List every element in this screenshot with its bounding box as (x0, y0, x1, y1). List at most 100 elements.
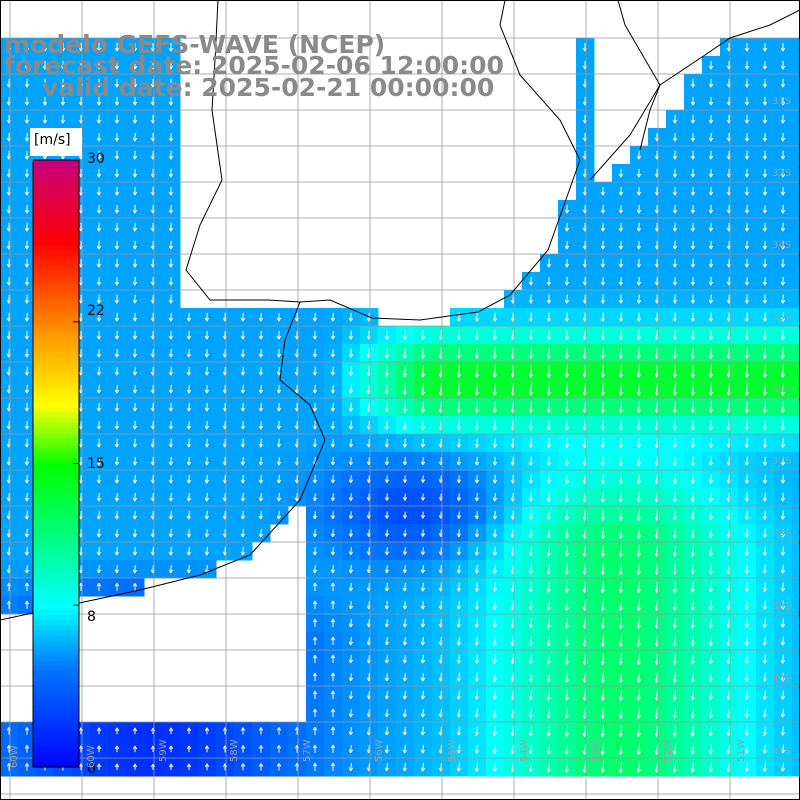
wind-arrow (420, 672, 425, 682)
wind-arrow (474, 690, 479, 700)
wind-arrow (132, 96, 138, 106)
wind-arrow (744, 762, 749, 772)
wind-arrow (636, 186, 642, 196)
wind-arrow (312, 529, 318, 538)
wind-arrow (384, 383, 389, 395)
wind-arrow (204, 330, 210, 340)
wind-arrow (132, 168, 138, 178)
wind-arrow (474, 312, 480, 322)
wind-arrow (744, 132, 750, 142)
colorbar-segment (33, 731, 79, 738)
wind-arrow (492, 672, 497, 682)
wind-arrow (636, 509, 641, 521)
wind-arrow (636, 491, 641, 503)
wind-arrow (546, 347, 551, 359)
wind-arrow (186, 348, 192, 358)
wind-arrow (546, 438, 551, 448)
wind-arrow (546, 364, 551, 378)
wind-arrow (708, 618, 713, 629)
lat-label-39s: 39S (772, 601, 792, 612)
wind-arrow (312, 384, 318, 394)
wind-arrow (546, 401, 551, 413)
wind-arrow (96, 96, 102, 106)
wind-arrow (780, 636, 785, 646)
wind-arrow (24, 438, 30, 448)
wind-arrow (672, 258, 678, 268)
colorbar-segment (33, 402, 79, 409)
wind-arrow (474, 600, 479, 610)
wind-arrow (618, 527, 623, 539)
wind-arrow (402, 365, 407, 377)
wind-arrow (204, 546, 210, 556)
wind-arrow (240, 330, 246, 340)
wind-arrow (474, 744, 479, 754)
wind-arrow (600, 312, 606, 322)
colorbar-segment (33, 549, 79, 556)
wind-arrow (546, 599, 551, 611)
wind-arrow (618, 599, 623, 611)
wind-arrow (780, 96, 786, 106)
wind-arrow (672, 527, 677, 539)
wind-arrow (168, 186, 174, 196)
wind-arrow (114, 492, 120, 502)
colorbar-segment (33, 600, 79, 606)
wind-arrow (312, 564, 318, 574)
wind-arrow (402, 744, 407, 754)
wind-arrow (258, 366, 264, 376)
wind-arrow (564, 240, 570, 250)
wind-cell (792, 146, 800, 165)
wind-arrow (618, 204, 624, 214)
wind-arrow (546, 725, 551, 737)
wind-arrow (60, 60, 66, 70)
wind-arrow (204, 528, 210, 538)
wind-arrow (708, 564, 713, 575)
colorbar-segment (33, 240, 79, 247)
wind-arrow (168, 546, 174, 556)
colorbar-segment (33, 372, 79, 379)
colorbar-segment (33, 610, 79, 616)
wind-arrow (780, 114, 786, 124)
wind-arrow (42, 60, 48, 70)
lon-label-60w-a: 60W (9, 745, 20, 768)
wind-arrow (132, 745, 138, 753)
wind-arrow (96, 727, 102, 735)
wind-arrow (780, 60, 786, 70)
wind-arrow (636, 635, 641, 647)
coast-line (185, 0, 581, 321)
wind-arrow (708, 528, 713, 539)
wind-arrow (168, 330, 174, 340)
wind-arrow (168, 276, 174, 286)
wind-arrow (96, 168, 102, 178)
wind-arrow (114, 96, 120, 106)
coast-line (589, 9, 800, 181)
wind-arrow (168, 474, 174, 484)
wind-arrow (690, 401, 695, 413)
wind-arrow (762, 347, 767, 359)
wind-arrow (564, 438, 569, 448)
wind-arrow (690, 527, 695, 539)
wind-arrow (204, 312, 210, 322)
wind-arrow (636, 312, 642, 322)
wind-arrow (420, 582, 426, 592)
lon-label-57w: 57W (302, 739, 313, 762)
wind-arrow (672, 438, 677, 448)
wind-arrow (330, 744, 336, 753)
wind-arrow (114, 727, 120, 735)
wind-arrow (780, 654, 785, 664)
wind-arrow (618, 364, 623, 378)
wind-cell (792, 164, 800, 183)
wind-arrow (348, 366, 354, 376)
title-forecast-date: forecast date: 2025-02-06 12:00:00 (4, 51, 504, 80)
wind-arrow (96, 763, 102, 771)
wind-arrow (168, 384, 174, 394)
wind-arrow (384, 493, 390, 501)
wind-arrow (546, 689, 551, 701)
wind-arrow (330, 762, 336, 771)
wind-arrow (690, 653, 695, 665)
wind-arrow (312, 312, 318, 322)
wind-arrow (762, 60, 768, 70)
wind-arrow (186, 745, 192, 753)
wind-arrow (528, 582, 533, 593)
wind-arrow (690, 364, 695, 378)
wind-arrow (132, 312, 138, 322)
